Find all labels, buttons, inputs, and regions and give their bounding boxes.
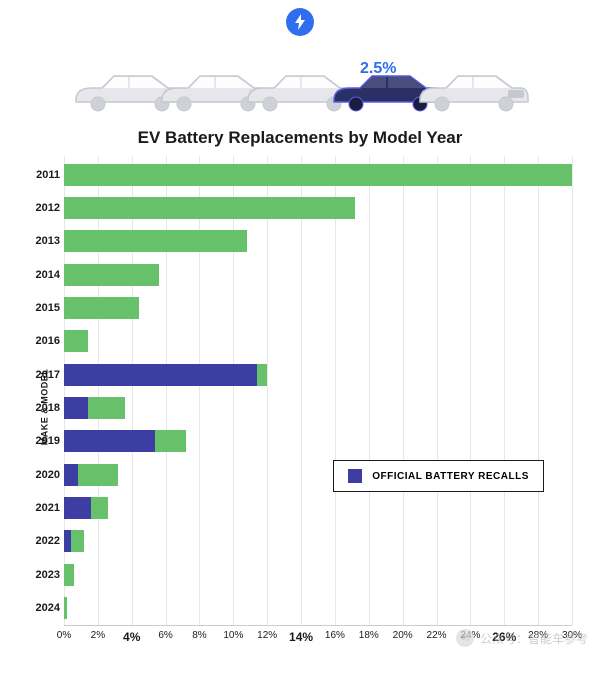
- bar-total: [64, 230, 247, 252]
- category-label: 2024: [24, 602, 60, 614]
- bar-recall: [64, 464, 78, 486]
- bar-total: [64, 330, 88, 352]
- category-label: 2020: [24, 469, 60, 481]
- x-tick: 12%: [257, 630, 277, 641]
- bar-total: [64, 297, 139, 319]
- category-label: 2015: [24, 302, 60, 314]
- x-tick: 8%: [192, 630, 206, 641]
- category-label: 2011: [24, 169, 60, 181]
- x-tick: 2%: [91, 630, 105, 641]
- bar-row: 2021: [64, 495, 572, 521]
- x-tick: 16%: [325, 630, 345, 641]
- bar-row: 2015: [64, 295, 572, 321]
- bar-row: 2018: [64, 395, 572, 421]
- bar-row: 2019: [64, 428, 572, 454]
- bar-total: [64, 164, 572, 186]
- bar-total: [64, 564, 74, 586]
- category-label: 2018: [24, 402, 60, 414]
- category-label: 2017: [24, 369, 60, 381]
- bar-total: [64, 597, 67, 619]
- category-label: 2016: [24, 335, 60, 347]
- x-tick: 10%: [223, 630, 243, 641]
- lightning-bolt-svg: [293, 14, 307, 30]
- category-label: 2022: [24, 535, 60, 547]
- x-tick: 4%: [123, 630, 140, 644]
- x-tick: 20%: [393, 630, 413, 641]
- bar-row: 2014: [64, 262, 572, 288]
- bar-row: 2022: [64, 528, 572, 554]
- bar-row: 2023: [64, 562, 572, 588]
- category-label: 2021: [24, 502, 60, 514]
- x-tick: 6%: [158, 630, 172, 641]
- x-tick: 14%: [289, 630, 313, 644]
- watermark: 公众号：智能车参考: [456, 629, 588, 647]
- bar-recall: [64, 530, 71, 552]
- legend-swatch: [348, 469, 362, 483]
- bar-row: 2024: [64, 595, 572, 621]
- bar-row: 2016: [64, 328, 572, 354]
- bar-recall: [64, 397, 88, 419]
- x-tick: 18%: [359, 630, 379, 641]
- bar-recall: [64, 430, 155, 452]
- category-label: 2019: [24, 435, 60, 447]
- bar-total: [64, 197, 355, 219]
- car-icon: [412, 64, 532, 122]
- bar-total: [64, 264, 159, 286]
- header-icon-wrap: [0, 8, 600, 36]
- x-tick: 22%: [427, 630, 447, 641]
- category-label: 2014: [24, 269, 60, 281]
- legend-box: OFFICIAL BATTERY RECALLS: [333, 460, 544, 492]
- car-row-graphic: [0, 64, 600, 122]
- plot-region: 2011201220132014201520162017201820192020…: [64, 156, 572, 626]
- bar-row: 2011: [64, 162, 572, 188]
- x-tick: 0%: [57, 630, 71, 641]
- category-label: 2023: [24, 569, 60, 581]
- lightning-icon: [286, 8, 314, 36]
- gridline: [572, 156, 573, 625]
- legend-label: OFFICIAL BATTERY RECALLS: [372, 471, 529, 482]
- bar-row: 2012: [64, 195, 572, 221]
- bar-recall: [64, 364, 257, 386]
- bar-row: 2017: [64, 362, 572, 388]
- bar-rows: 2011201220132014201520162017201820192020…: [64, 156, 572, 625]
- wechat-icon: [456, 629, 474, 647]
- bar-recall: [64, 497, 91, 519]
- chart-title: EV Battery Replacements by Model Year: [0, 128, 600, 148]
- bar-row: 2013: [64, 228, 572, 254]
- category-label: 2013: [24, 235, 60, 247]
- category-label: 2012: [24, 202, 60, 214]
- watermark-text: 公众号：智能车参考: [480, 630, 588, 647]
- chart-area: MAKE & MODEL 201120122013201420152016201…: [0, 156, 600, 658]
